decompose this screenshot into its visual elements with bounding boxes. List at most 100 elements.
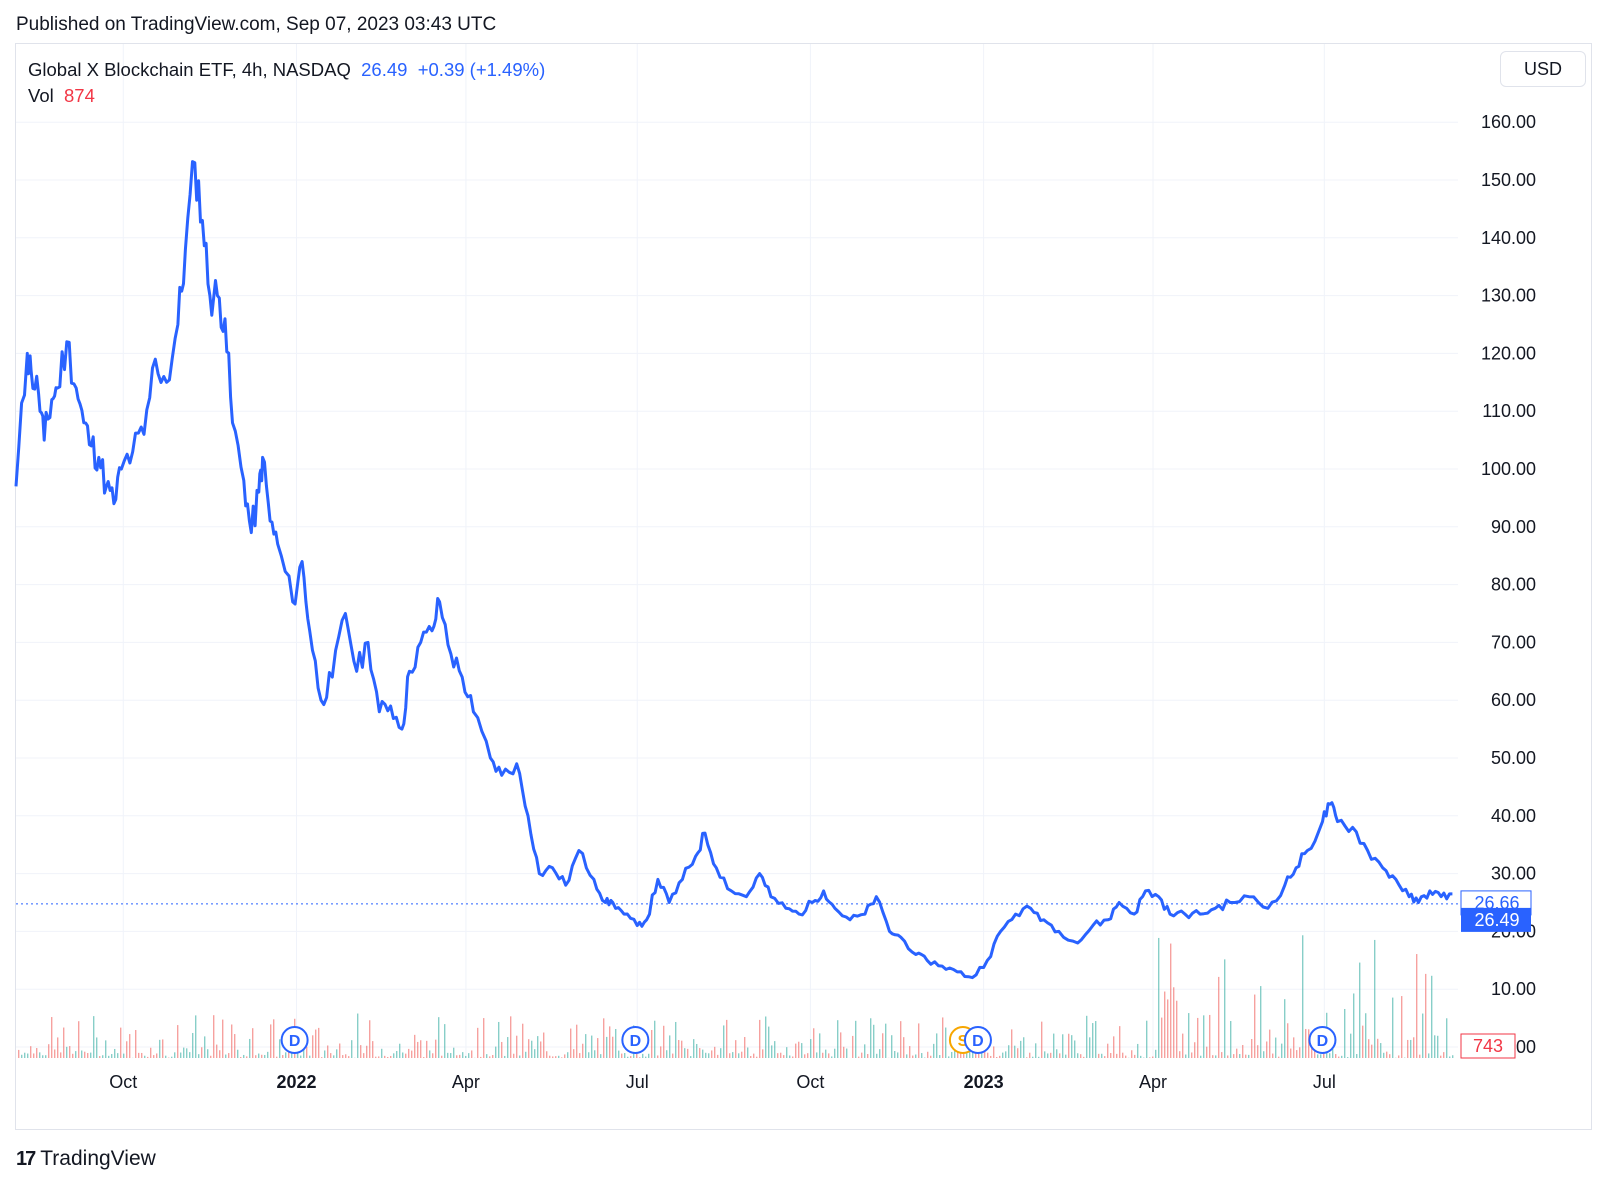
volume-bar <box>201 1047 203 1058</box>
volume-bar <box>807 1053 809 1058</box>
volume-badge-label: 743 <box>1473 1036 1503 1056</box>
volume-bar <box>522 1023 524 1058</box>
volume-bar <box>567 1052 569 1058</box>
volume-bar <box>1182 1033 1184 1058</box>
volume-bar <box>183 1047 185 1058</box>
volume-bar <box>510 1016 512 1058</box>
volume-bar <box>507 1037 509 1058</box>
volume-bar <box>597 1038 599 1058</box>
volume-bar <box>99 1056 101 1058</box>
volume-bar <box>1104 1056 1106 1058</box>
volume-bar <box>1020 1040 1022 1058</box>
volume-bar <box>558 1055 560 1058</box>
volume-bar <box>141 1052 143 1058</box>
volume-bar <box>405 1053 407 1058</box>
volume-bar <box>1263 1051 1265 1058</box>
volume-bar <box>1413 1037 1415 1058</box>
volume-bar <box>42 1055 44 1058</box>
volume-bar <box>708 1053 710 1058</box>
volume-bar <box>453 1047 455 1058</box>
volume-bar <box>894 1051 896 1058</box>
volume-bar <box>120 1027 122 1058</box>
volume-bar <box>912 1055 914 1058</box>
volume-bar <box>1347 1057 1349 1058</box>
volume-bar <box>75 1051 77 1058</box>
volume-bar <box>447 1052 449 1058</box>
volume-bar <box>891 1035 893 1058</box>
volume-bar <box>375 1056 377 1058</box>
volume-bar <box>792 1056 794 1058</box>
volume-bar <box>27 1053 29 1058</box>
volume-bar <box>228 1053 230 1058</box>
volume-bar <box>1218 976 1220 1058</box>
volume-bar <box>471 1050 473 1058</box>
volume-bar <box>1023 1037 1025 1058</box>
y-tick-label: 10.00 <box>1491 979 1536 999</box>
volume-bar <box>1389 1054 1391 1058</box>
volume-bar <box>1350 1033 1352 1058</box>
volume-bar <box>1446 1018 1448 1058</box>
volume-bar <box>870 1018 872 1058</box>
volume-bar <box>1008 1045 1010 1058</box>
volume-bar <box>1236 1048 1238 1058</box>
volume-bar <box>1359 962 1361 1058</box>
volume-bar <box>1230 1021 1232 1058</box>
volume-bar <box>159 1039 161 1058</box>
volume-bar <box>156 1053 158 1058</box>
volume-bar <box>384 1055 386 1058</box>
volume-bar <box>813 1028 815 1058</box>
currency-button[interactable]: USD <box>1500 51 1586 87</box>
volume-badge <box>1460 1033 1516 1059</box>
event-marker-letter: D <box>972 1033 984 1050</box>
volume-bar <box>861 1052 863 1058</box>
x-tick-label: Apr <box>452 1072 480 1092</box>
volume-bar <box>537 1036 539 1058</box>
volume-bar <box>270 1024 272 1058</box>
volume-bar <box>1017 1048 1019 1058</box>
volume-bar <box>93 1016 95 1058</box>
y-tick-label: 100.00 <box>1481 459 1536 479</box>
volume-bar <box>564 1054 566 1058</box>
volume-bar <box>1155 1049 1157 1058</box>
volume-bar <box>951 1051 953 1058</box>
volume-bar <box>333 1055 335 1058</box>
volume-bar <box>747 1047 749 1058</box>
volume-bar <box>660 1046 662 1058</box>
volume-bar <box>213 1015 215 1058</box>
volume-bar <box>915 1054 917 1058</box>
volume-bar <box>1242 1044 1244 1058</box>
volume-bar <box>135 1030 137 1058</box>
volume-bar <box>435 1039 437 1058</box>
legend-vol-label: Vol <box>28 85 54 106</box>
volume-bar <box>897 1052 899 1058</box>
volume-bar <box>573 1049 575 1058</box>
volume-bar <box>1038 1056 1040 1058</box>
volume-bar <box>834 1048 836 1058</box>
volume-bar <box>711 1050 713 1058</box>
volume-bar <box>1272 1053 1274 1058</box>
volume-bar <box>996 1057 998 1058</box>
volume-bar <box>1278 1056 1280 1058</box>
volume-bar <box>618 1050 620 1058</box>
volume-bar <box>885 1023 887 1058</box>
volume-bar <box>852 1035 854 1058</box>
volume-bar <box>1341 1055 1343 1058</box>
volume-bar <box>1440 1055 1442 1058</box>
tradingview-brand[interactable]: 17 TradingView <box>16 1147 156 1171</box>
volume-bar <box>372 1041 374 1058</box>
volume-bar <box>456 1055 458 1058</box>
volume-bar <box>30 1046 32 1058</box>
volume-bar <box>1095 1021 1097 1058</box>
volume-bar <box>1086 1015 1088 1058</box>
volume-bar <box>114 1048 116 1058</box>
volume-bar <box>528 1039 530 1058</box>
volume-bar <box>1116 1053 1118 1058</box>
volume-bar <box>105 1040 107 1058</box>
volume-bar <box>231 1024 233 1058</box>
volume-bar <box>651 1029 653 1058</box>
current-price-badge <box>1461 907 1531 932</box>
event-marker-letter: D <box>289 1033 301 1050</box>
volume-bar <box>774 1041 776 1058</box>
volume-bar <box>258 1053 260 1058</box>
